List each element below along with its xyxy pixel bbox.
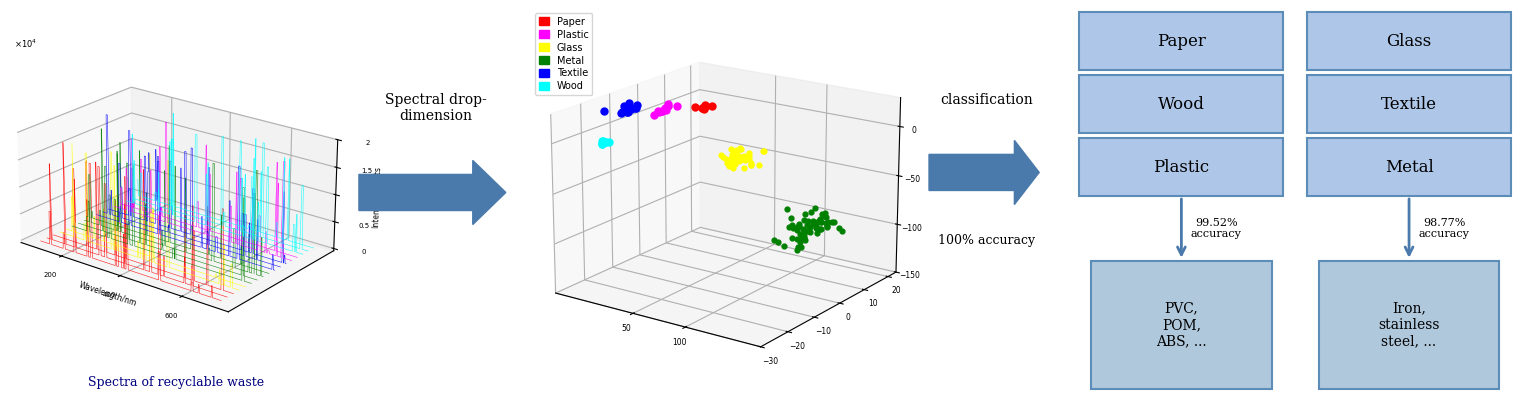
FancyBboxPatch shape bbox=[1079, 75, 1284, 133]
Text: 100% accuracy: 100% accuracy bbox=[938, 234, 1036, 247]
Text: Spectral drop-
dimension: Spectral drop- dimension bbox=[386, 93, 487, 124]
Text: Metal: Metal bbox=[1385, 158, 1434, 176]
FancyBboxPatch shape bbox=[1307, 12, 1512, 70]
FancyBboxPatch shape bbox=[1079, 12, 1284, 70]
FancyArrow shape bbox=[360, 160, 506, 225]
FancyBboxPatch shape bbox=[1307, 75, 1512, 133]
FancyBboxPatch shape bbox=[1307, 138, 1512, 196]
Text: PVC,
POM,
ABS, ...: PVC, POM, ABS, ... bbox=[1157, 302, 1207, 348]
Text: Plastic: Plastic bbox=[1154, 158, 1209, 176]
Text: 99.52%
accuracy: 99.52% accuracy bbox=[1190, 218, 1242, 239]
Text: 98.77%
accuracy: 98.77% accuracy bbox=[1418, 218, 1469, 239]
FancyBboxPatch shape bbox=[1079, 138, 1284, 196]
FancyBboxPatch shape bbox=[1319, 261, 1499, 389]
Text: classification: classification bbox=[941, 93, 1033, 107]
Legend: Paper, Plastic, Glass, Metal, Textile, Wood: Paper, Plastic, Glass, Metal, Textile, W… bbox=[536, 13, 592, 95]
Text: Textile: Textile bbox=[1382, 95, 1437, 113]
Text: Wood: Wood bbox=[1158, 95, 1204, 113]
Text: $\times10^4$: $\times10^4$ bbox=[14, 38, 37, 51]
Text: Iron,
stainless
steel, ...: Iron, stainless steel, ... bbox=[1379, 302, 1440, 348]
FancyBboxPatch shape bbox=[1091, 261, 1271, 389]
Text: Spectra of recyclable waste: Spectra of recyclable waste bbox=[87, 376, 265, 389]
Text: Glass: Glass bbox=[1386, 32, 1432, 50]
X-axis label: Wavelength/nm: Wavelength/nm bbox=[78, 280, 138, 308]
Text: Paper: Paper bbox=[1157, 32, 1206, 50]
FancyArrow shape bbox=[929, 140, 1039, 205]
